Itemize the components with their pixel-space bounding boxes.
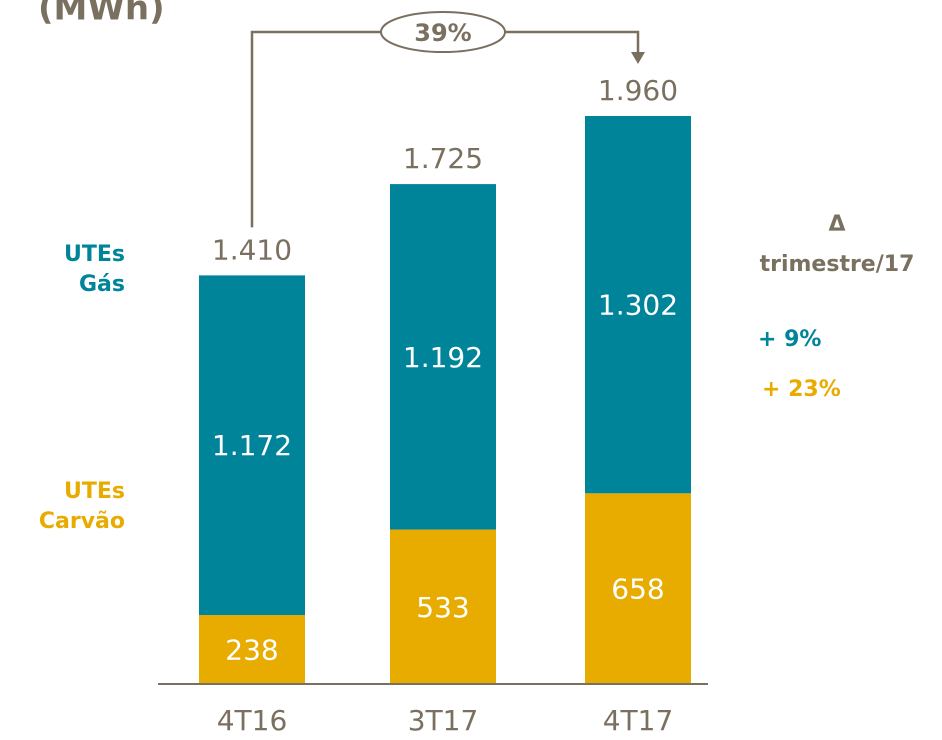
- value-label: 533: [416, 591, 469, 624]
- chart-title: (MWh): [38, 0, 165, 29]
- bar-segment: [199, 615, 305, 684]
- change-label: + 9%: [758, 327, 822, 352]
- total-label: 1.725: [403, 142, 483, 175]
- legend-label: UTEs Gás: [64, 242, 125, 297]
- value-label: 238: [225, 634, 278, 667]
- x-tick-label: 4T17: [603, 704, 674, 737]
- value-label: 1.172: [212, 429, 292, 462]
- change-title: Δ trimestre/17: [759, 212, 915, 277]
- x-tick-label: 3T17: [408, 704, 479, 737]
- annotation: 39%: [414, 19, 471, 47]
- bar-segment: [390, 184, 496, 530]
- bar-segment: [585, 115, 691, 494]
- value-label: 658: [611, 573, 664, 606]
- annotation-oval: [380, 11, 506, 53]
- value-label: 1.302: [598, 289, 678, 322]
- total-label: 1.410: [212, 233, 292, 266]
- legend-label: UTEs Carvão: [38, 479, 126, 534]
- total-label: 1.960: [598, 74, 678, 107]
- change-label: + 23%: [762, 377, 841, 402]
- bar-segment: [585, 493, 691, 684]
- x-tick-label: 4T16: [217, 704, 288, 737]
- arrow-head: [631, 52, 645, 64]
- bar-segment: [199, 275, 305, 616]
- value-label: 1.192: [403, 341, 483, 374]
- bar-segment: [390, 529, 496, 684]
